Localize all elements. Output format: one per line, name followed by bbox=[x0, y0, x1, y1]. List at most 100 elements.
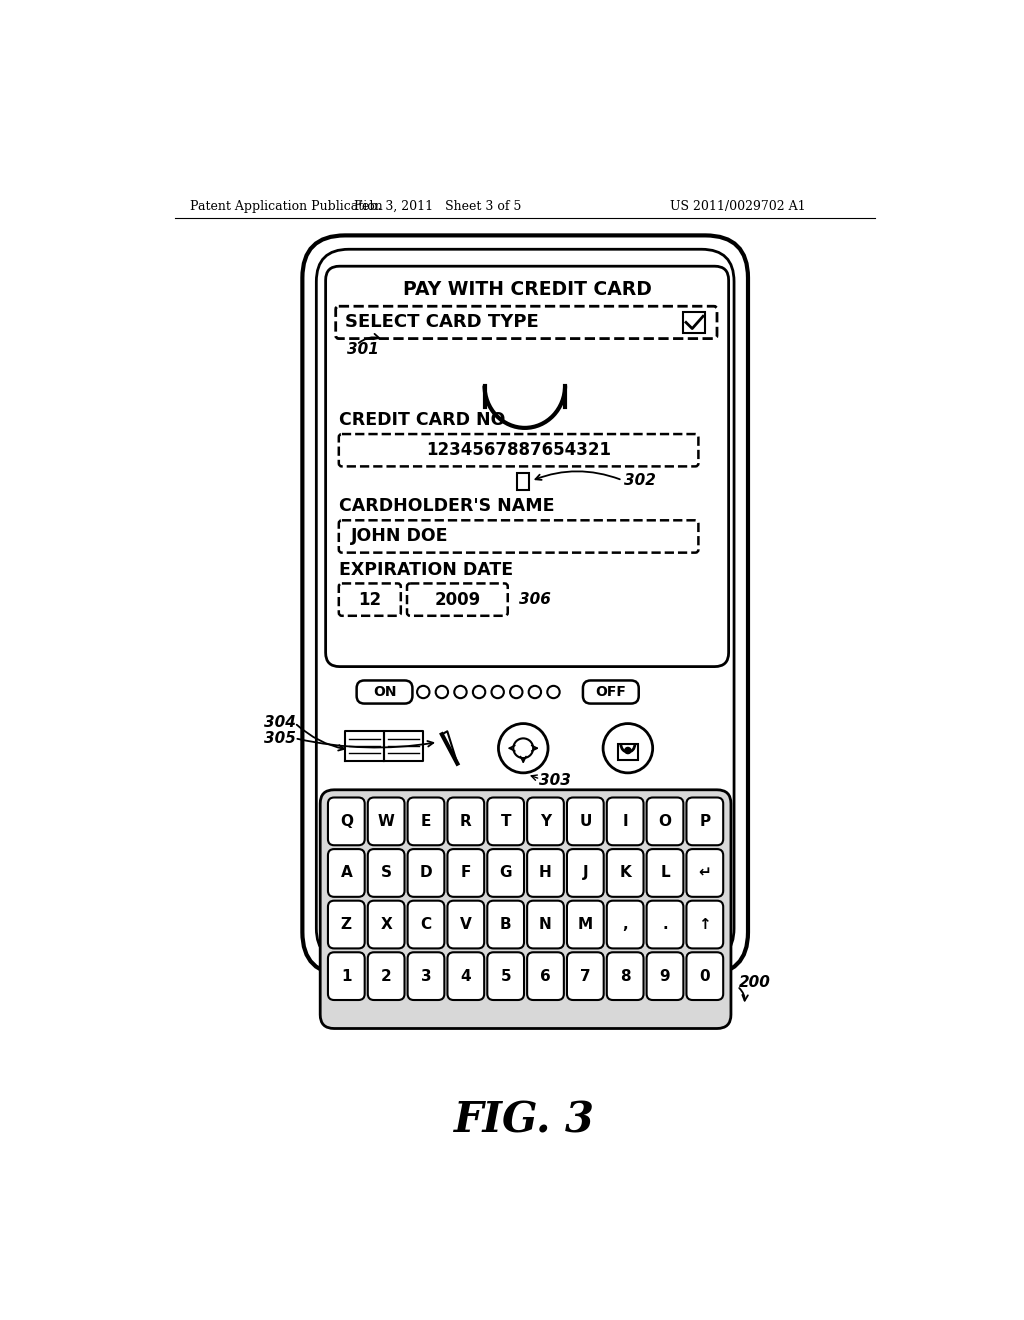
Text: B: B bbox=[500, 917, 511, 932]
Circle shape bbox=[473, 686, 485, 698]
FancyBboxPatch shape bbox=[302, 235, 748, 974]
FancyBboxPatch shape bbox=[567, 797, 604, 845]
Text: 3: 3 bbox=[421, 969, 431, 983]
FancyBboxPatch shape bbox=[408, 900, 444, 948]
Text: H: H bbox=[539, 866, 552, 880]
Text: 7: 7 bbox=[580, 969, 591, 983]
Polygon shape bbox=[345, 731, 384, 760]
FancyBboxPatch shape bbox=[527, 797, 564, 845]
FancyBboxPatch shape bbox=[408, 849, 444, 896]
Circle shape bbox=[492, 686, 504, 698]
FancyBboxPatch shape bbox=[447, 849, 484, 896]
FancyBboxPatch shape bbox=[487, 797, 524, 845]
Text: CREDIT CARD NO: CREDIT CARD NO bbox=[339, 412, 505, 429]
Text: 9: 9 bbox=[659, 969, 671, 983]
Text: 0: 0 bbox=[699, 969, 711, 983]
FancyBboxPatch shape bbox=[487, 952, 524, 1001]
FancyBboxPatch shape bbox=[326, 267, 729, 667]
Text: ON: ON bbox=[373, 685, 396, 700]
FancyBboxPatch shape bbox=[686, 849, 723, 896]
FancyBboxPatch shape bbox=[607, 952, 643, 1001]
Text: 302: 302 bbox=[624, 473, 656, 488]
FancyBboxPatch shape bbox=[356, 681, 413, 704]
FancyBboxPatch shape bbox=[646, 797, 683, 845]
FancyBboxPatch shape bbox=[607, 797, 643, 845]
FancyBboxPatch shape bbox=[646, 952, 683, 1001]
FancyBboxPatch shape bbox=[567, 952, 604, 1001]
Text: O: O bbox=[658, 814, 672, 829]
Text: 304: 304 bbox=[263, 715, 296, 730]
Text: 2009: 2009 bbox=[434, 590, 480, 609]
Bar bbox=[617, 744, 638, 760]
Text: K: K bbox=[620, 866, 631, 880]
Text: 305: 305 bbox=[263, 731, 296, 746]
Text: S: S bbox=[381, 866, 391, 880]
FancyBboxPatch shape bbox=[328, 952, 365, 1001]
FancyBboxPatch shape bbox=[339, 520, 698, 553]
Text: JOHN DOE: JOHN DOE bbox=[351, 528, 449, 545]
Text: 306: 306 bbox=[518, 593, 551, 607]
Text: R: R bbox=[460, 814, 472, 829]
Text: ,: , bbox=[623, 917, 628, 932]
Text: 8: 8 bbox=[620, 969, 631, 983]
Text: 301: 301 bbox=[347, 342, 379, 356]
FancyBboxPatch shape bbox=[368, 952, 404, 1001]
Text: 5: 5 bbox=[501, 969, 511, 983]
Circle shape bbox=[417, 686, 429, 698]
FancyBboxPatch shape bbox=[447, 900, 484, 948]
Circle shape bbox=[625, 747, 631, 754]
FancyBboxPatch shape bbox=[328, 849, 365, 896]
Circle shape bbox=[513, 738, 534, 758]
Text: OFF: OFF bbox=[595, 685, 627, 700]
FancyBboxPatch shape bbox=[527, 900, 564, 948]
FancyBboxPatch shape bbox=[646, 900, 683, 948]
Text: Patent Application Publication: Patent Application Publication bbox=[190, 199, 383, 213]
Text: I: I bbox=[623, 814, 628, 829]
Text: W: W bbox=[378, 814, 394, 829]
FancyBboxPatch shape bbox=[686, 797, 723, 845]
Text: P: P bbox=[699, 814, 711, 829]
FancyBboxPatch shape bbox=[368, 797, 404, 845]
Text: C: C bbox=[421, 917, 431, 932]
FancyBboxPatch shape bbox=[336, 306, 717, 339]
Text: SELECT CARD TYPE: SELECT CARD TYPE bbox=[345, 313, 539, 331]
Circle shape bbox=[435, 686, 449, 698]
Circle shape bbox=[547, 686, 560, 698]
Text: 1: 1 bbox=[341, 969, 351, 983]
Text: Q: Q bbox=[340, 814, 353, 829]
Text: 303: 303 bbox=[539, 774, 570, 788]
FancyBboxPatch shape bbox=[328, 900, 365, 948]
Text: 2: 2 bbox=[381, 969, 391, 983]
Text: ↵: ↵ bbox=[698, 866, 712, 880]
Circle shape bbox=[603, 723, 652, 774]
Text: Y: Y bbox=[540, 814, 551, 829]
FancyBboxPatch shape bbox=[447, 952, 484, 1001]
Text: M: M bbox=[578, 917, 593, 932]
FancyBboxPatch shape bbox=[567, 900, 604, 948]
Circle shape bbox=[510, 686, 522, 698]
Text: CARDHOLDER'S NAME: CARDHOLDER'S NAME bbox=[339, 498, 554, 515]
Polygon shape bbox=[384, 731, 423, 760]
FancyBboxPatch shape bbox=[686, 900, 723, 948]
Text: D: D bbox=[420, 866, 432, 880]
Text: 12: 12 bbox=[358, 590, 381, 609]
FancyBboxPatch shape bbox=[583, 681, 639, 704]
FancyBboxPatch shape bbox=[527, 952, 564, 1001]
FancyBboxPatch shape bbox=[316, 249, 734, 961]
Text: 4: 4 bbox=[461, 969, 471, 983]
Text: J: J bbox=[583, 866, 588, 880]
FancyBboxPatch shape bbox=[339, 434, 698, 466]
Text: Z: Z bbox=[341, 917, 352, 932]
FancyBboxPatch shape bbox=[408, 797, 444, 845]
Text: US 2011/0029702 A1: US 2011/0029702 A1 bbox=[671, 199, 806, 213]
FancyBboxPatch shape bbox=[487, 900, 524, 948]
Text: 1234567887654321: 1234567887654321 bbox=[426, 441, 611, 459]
Text: Feb. 3, 2011   Sheet 3 of 5: Feb. 3, 2011 Sheet 3 of 5 bbox=[354, 199, 521, 213]
FancyBboxPatch shape bbox=[646, 849, 683, 896]
Text: A: A bbox=[340, 866, 352, 880]
FancyBboxPatch shape bbox=[328, 797, 365, 845]
Text: .: . bbox=[663, 917, 668, 932]
FancyBboxPatch shape bbox=[607, 849, 643, 896]
Bar bbox=[683, 312, 705, 333]
FancyBboxPatch shape bbox=[567, 849, 604, 896]
